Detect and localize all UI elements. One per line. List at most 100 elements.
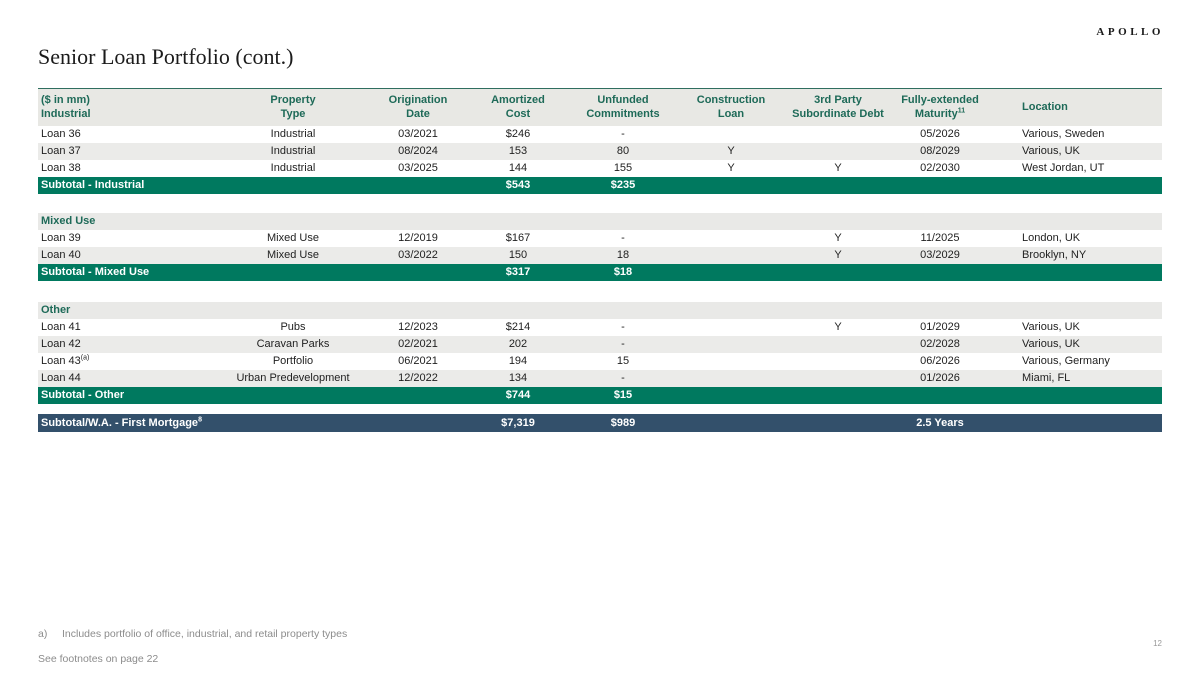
table-row: Loan 44 Urban Predevelopment 12/2022 134 - 01… [38,370,1162,387]
cell-amortized-cost: 134 [508,372,528,384]
header-subordinate-debt: 3rd Party Subordinate Debt [792,94,884,120]
cell-amortized-cost: $246 [505,128,531,140]
cell-unfunded-commitments: - [621,321,625,333]
cell-location: Various, UK [1022,145,1080,157]
cell-amortized-cost: 153 [508,145,528,157]
cell-origination-date: 12/2023 [398,321,438,333]
footnote-ref: 8 [198,416,202,424]
row-label: Loan 43(a) [41,354,90,367]
row-label: Other [41,304,71,316]
cell-property-type: Mixed Use [267,232,319,244]
cell-unfunded-commitments: 80 [616,145,630,157]
spacer-row [38,404,1162,414]
table-body: Loan 36 Industrial 03/2021 $246 - 05/2026 Vari… [38,126,1162,432]
cell-origination-date: 06/2021 [398,355,438,367]
section-row: Other [38,302,1162,319]
cell-location: Various, UK [1022,338,1080,350]
cell-subordinate-debt: Y [834,249,842,261]
header-property-type: Property Type [270,94,316,120]
cell-origination-date: 08/2024 [398,145,438,157]
cell-location: Various, UK [1022,321,1080,333]
table-row: Loan 39 Mixed Use 12/2019 $167 - Y 11/2025 Lond… [38,230,1162,247]
cell-location: Various, Sweden [1022,128,1105,140]
cell-location: Brooklyn, NY [1022,249,1087,261]
cell-amortized-cost: $214 [505,321,531,333]
cell-construction-loan: Y [727,162,735,174]
table-row: Loan 36 Industrial 03/2021 $246 - 05/2026 Vari… [38,126,1162,143]
cell-unfunded-commitments: $18 [613,266,633,278]
cell-maturity: 11/2025 [920,232,960,244]
cell-unfunded-commitments: - [621,232,625,244]
cell-unfunded-commitments: - [621,338,625,350]
cell-amortized-cost: 150 [508,249,528,261]
header-units-industrial: ($ in mm) Industrial [38,93,218,121]
cell-amortized-cost: $744 [505,389,531,401]
cell-origination-date: 12/2019 [398,232,438,244]
cell-maturity: 01/2029 [920,321,960,333]
cell-origination-date: 03/2021 [398,128,438,140]
cell-unfunded-commitments: 18 [616,249,630,261]
cell-property-type: Industrial [270,128,316,140]
row-label: Loan 39 [41,232,81,244]
cell-property-type: Caravan Parks [256,338,330,350]
subtotal-row: Subtotal - Mixed Use $317 $18 [38,264,1162,281]
cell-unfunded-commitments: $989 [610,417,636,429]
cell-maturity: 02/2028 [920,338,960,350]
subtotal-row: Subtotal - Other $744 $15 [38,387,1162,404]
table-row: Loan 37 Industrial 08/2024 153 80 Y 08/2029 Var… [38,143,1162,160]
footnote-a-text: Includes portfolio of office, industrial… [62,628,348,640]
cell-property-type: Industrial [270,162,316,174]
row-label: Mixed Use [41,215,96,227]
row-label: Loan 37 [41,145,81,157]
row-label: Subtotal - Mixed Use [41,266,150,278]
cell-property-type: Industrial [270,145,316,157]
cell-amortized-cost: 202 [508,338,528,350]
table-row: Loan 42 Caravan Parks 02/2021 202 - 02/2028 Va… [38,336,1162,353]
row-label: Loan 44 [41,372,81,384]
footnote-see-reference: See footnotes on page 22 [38,653,159,665]
row-label: Loan 42 [41,338,81,350]
cell-origination-date: 02/2021 [398,338,438,350]
header-fully-extended-maturity: Fully-extended Maturity11 [901,94,979,120]
header-units-label: ($ in mm) [41,94,90,106]
cell-amortized-cost: 144 [508,162,528,174]
spacer-row [38,281,1162,302]
header-amortized-cost: Amortized Cost [491,94,545,120]
subtotal-row: Subtotal - Industrial $543 $235 [38,177,1162,194]
row-label: Loan 41 [41,321,81,333]
row-label: Subtotal/W.A. - First Mortgage8 [41,416,202,429]
header-section-industrial: Industrial [41,108,91,120]
cell-property-type: Pubs [280,321,306,333]
row-label: Loan 38 [41,162,81,174]
header-location: Location [1022,101,1068,113]
table-header: ($ in mm) Industrial Property Type Origi… [38,89,1162,126]
cell-maturity: 08/2029 [920,145,960,157]
cell-unfunded-commitments: $15 [613,389,633,401]
row-label: Subtotal - Industrial [41,179,145,191]
cell-location: London, UK [1022,232,1081,244]
cell-maturity: 06/2026 [920,355,960,367]
cell-location: Miami, FL [1022,372,1071,384]
cell-unfunded-commitments: - [621,372,625,384]
row-label: Loan 40 [41,249,81,261]
cell-location: Various, Germany [1022,355,1110,367]
grand-total-row: Subtotal/W.A. - First Mortgage8 $7,319 $98… [38,414,1162,432]
table-row: Loan 38 Industrial 03/2025 144 155 Y Y 02/2030 W… [38,160,1162,177]
cell-amortized-cost: $317 [505,266,531,278]
footnote-a-label: a) [38,628,48,640]
cell-origination-date: 03/2022 [398,249,438,261]
apollo-logo: APOLLO [1096,26,1164,38]
cell-subordinate-debt: Y [834,162,842,174]
cell-location: West Jordan, UT [1022,162,1105,174]
row-label: Loan 36 [41,128,81,140]
loan-table: ($ in mm) Industrial Property Type Origi… [38,88,1162,432]
cell-origination-date: 12/2022 [398,372,438,384]
footnote-ref: (a) [80,354,90,362]
cell-maturity: 01/2026 [920,372,960,384]
cell-maturity: 05/2026 [920,128,960,140]
page-title: Senior Loan Portfolio (cont.) [38,44,294,69]
cell-amortized-cost: $7,319 [501,417,535,429]
table-row: Loan 43(a) Portfolio 06/2021 194 15 06/2026 Va… [38,353,1162,370]
cell-construction-loan: Y [727,145,735,157]
